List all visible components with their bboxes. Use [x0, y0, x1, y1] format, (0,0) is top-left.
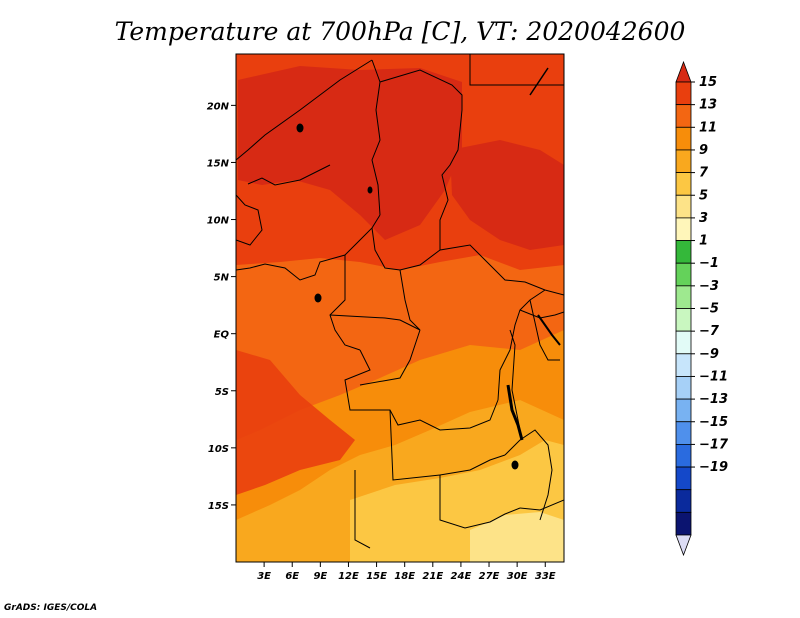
field-region-east-sudan-core	[450, 140, 564, 250]
field-region-south-east-cool-core	[470, 512, 564, 562]
y-tick-label: 5S	[215, 387, 229, 398]
colorbar-label: 1	[699, 234, 708, 249]
lakes	[296, 67, 561, 470]
colorbar-box	[675, 285, 692, 309]
x-tick-label: 21E	[422, 571, 443, 582]
colorbar-label: 13	[699, 98, 717, 113]
y-tick-label: 10N	[207, 216, 230, 227]
grads-credit: GrADS: IGES/COLA	[4, 603, 98, 613]
colorbar-label: −7	[699, 324, 720, 339]
colorbar-box	[675, 511, 692, 536]
y-tick-label: 10S	[208, 444, 229, 455]
colorbar-label: −19	[699, 460, 728, 475]
colorbar-box	[675, 376, 692, 400]
colorbar-box	[675, 126, 692, 151]
y-tick-label: EQ	[214, 330, 230, 341]
x-tick-label: 3E	[257, 571, 271, 582]
x-tick-label: 27E	[479, 571, 500, 582]
map-frame	[235, 53, 565, 563]
x-tick-label: 12E	[338, 571, 359, 582]
colorbar-label: 9	[699, 143, 708, 158]
colorbar-label: 11	[699, 120, 717, 135]
x-tick-label: 15E	[366, 571, 387, 582]
colorbar-box	[675, 81, 692, 106]
x-tick-label: 24E	[451, 571, 472, 582]
colorbar-label: 7	[699, 166, 709, 181]
colorbar-label: 3	[699, 211, 708, 226]
x-tick-label: 9E	[313, 571, 327, 582]
y-tick-label: 15N	[207, 158, 230, 169]
y-axis: 20N 15N 10N 5N EQ 5S 10S 15S	[207, 101, 236, 512]
colorbar-label: −5	[699, 302, 719, 317]
colorbar-label: −15	[699, 415, 728, 430]
country-borders	[236, 54, 564, 549]
y-tick-label: 20N	[207, 101, 230, 112]
colorbar-box	[675, 398, 692, 423]
colorbar-box	[675, 172, 692, 196]
map-panel	[236, 54, 564, 562]
colorbar-label: −3	[699, 279, 719, 294]
field-region-west-coast-band	[236, 350, 355, 495]
colorbar-label: −1	[699, 256, 719, 271]
x-tick-label: 33E	[535, 571, 556, 582]
colorbar-box	[675, 466, 692, 491]
colorbar-box	[675, 330, 692, 355]
colorbar-box	[675, 217, 692, 241]
x-tick-label: 18E	[394, 571, 415, 582]
colorbar-label: −17	[699, 437, 729, 452]
y-tick-label: 15S	[208, 501, 229, 512]
colorbar-bottom-arrow	[675, 534, 692, 557]
colorbar-box	[675, 421, 692, 445]
colorbar-box	[675, 489, 692, 513]
colorbar-box	[675, 262, 692, 287]
x-tick-label: 6E	[285, 571, 299, 582]
colorbar-box	[675, 149, 692, 173]
colorbar-box	[675, 443, 692, 468]
colorbar: 15 13 11 9 7 5 3 1 −1 −3 −5 −7 −9 −11 −13 −15 −17 −19	[675, 60, 729, 557]
colorbar-top-arrow	[675, 60, 692, 83]
colorbar-box	[675, 194, 692, 219]
colorbar-box	[675, 240, 692, 264]
x-tick-label: 30E	[507, 571, 528, 582]
y-tick-label: 5N	[214, 273, 230, 284]
colorbar-box	[675, 104, 692, 128]
colorbar-label: 5	[699, 188, 708, 203]
colorbar-box	[675, 308, 692, 332]
colorbar-label: −11	[699, 369, 728, 384]
colorbar-box	[675, 353, 692, 377]
colorbar-label: −9	[699, 347, 719, 362]
colorbar-label: 15	[699, 75, 717, 90]
chart-title: Temperature at 700hPa [C], VT: 202004260…	[115, 17, 686, 46]
x-axis: 3E 6E 9E 12E 15E 18E 21E 24E 27E 30E 33E	[257, 562, 556, 582]
field-region-sahel-hot-core	[238, 66, 462, 240]
colorbar-label: −13	[699, 392, 728, 407]
